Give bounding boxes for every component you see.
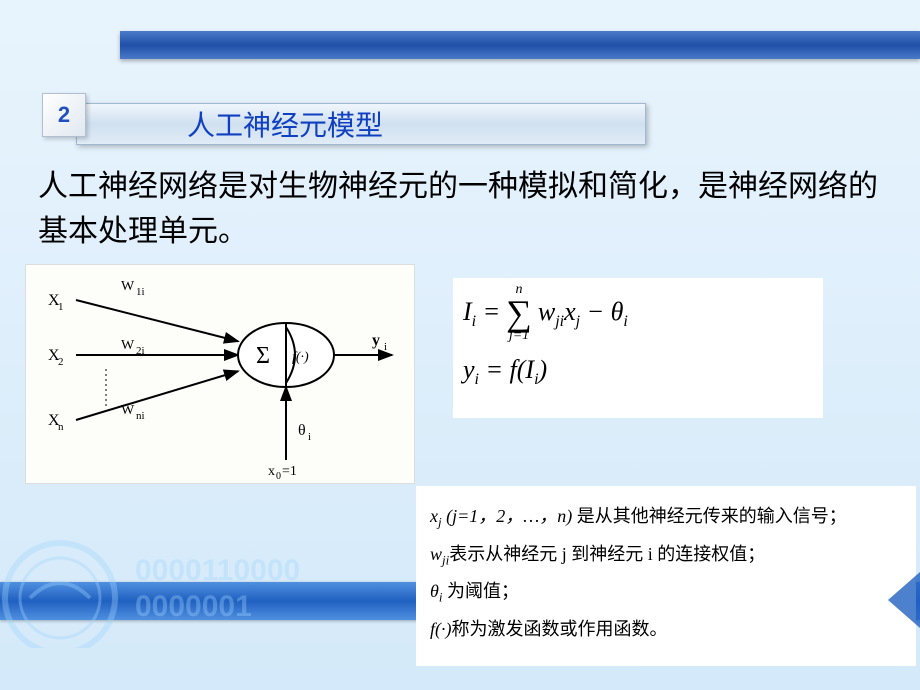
svg-text:0: 0 (276, 471, 281, 482)
definition-row: f(·)称为激发函数或作用函数。 (430, 611, 902, 647)
svg-text:W: W (121, 403, 135, 418)
svg-text:W: W (121, 338, 135, 353)
neuron-diagram-svg: X1W1iX2W2iXnWniΣf(·)yiθix0=1 (26, 265, 416, 485)
svg-text:y: y (372, 332, 380, 349)
body-paragraph: 人工神经网络是对生物神经元的一种模拟和简化，是神经网络的基本处理单元。 (38, 164, 882, 254)
definitions-panel: xj (j=1，2，…，n) 是从其他神经元传来的输入信号；wji表示从神经元 … (416, 486, 916, 666)
svg-text:x: x (268, 464, 275, 479)
svg-text:2: 2 (58, 356, 64, 368)
svg-text:i: i (308, 431, 311, 443)
neuron-diagram: X1W1iX2W2iXnWniΣf(·)yiθix0=1 (25, 264, 415, 484)
svg-text:1: 1 (58, 301, 64, 313)
svg-text:f(·): f(·) (292, 350, 309, 365)
svg-text:n: n (58, 421, 64, 433)
svg-text:θ: θ (298, 422, 306, 439)
svg-text:ni: ni (136, 410, 145, 422)
definition-row: xj (j=1，2，…，n) 是从其他神经元传来的输入信号； (430, 498, 902, 536)
formula-content: Ii = n∑j=1wjixj − θiyi = f(Ii) (453, 278, 823, 394)
svg-text:=1: =1 (282, 464, 297, 479)
svg-text:W: W (121, 279, 135, 294)
watermark-digits-1: 0000110000 (135, 554, 300, 587)
svg-text:Σ: Σ (256, 343, 270, 369)
svg-text:2i: 2i (136, 345, 145, 357)
formula-panel: Ii = n∑j=1wjixj − θiyi = f(Ii) (453, 278, 823, 418)
section-number-badge: 2 (42, 93, 86, 137)
svg-text:1i: 1i (136, 286, 145, 298)
top-accent-bar (120, 31, 920, 59)
section-title: 人工神经元模型 (187, 104, 383, 144)
watermark-digits-2: 0000001 (135, 590, 252, 623)
section-title-bar: 人工神经元模型 (76, 103, 646, 145)
watermark-decoration: 0000110000 0000001 (0, 508, 420, 648)
definition-row: wji表示从神经元 j 到神经元 i 的连接权值； (430, 536, 902, 574)
bottom-right-triangle-icon (888, 572, 920, 628)
definition-row: θi 为阈值； (430, 573, 902, 611)
svg-text:i: i (384, 341, 387, 353)
